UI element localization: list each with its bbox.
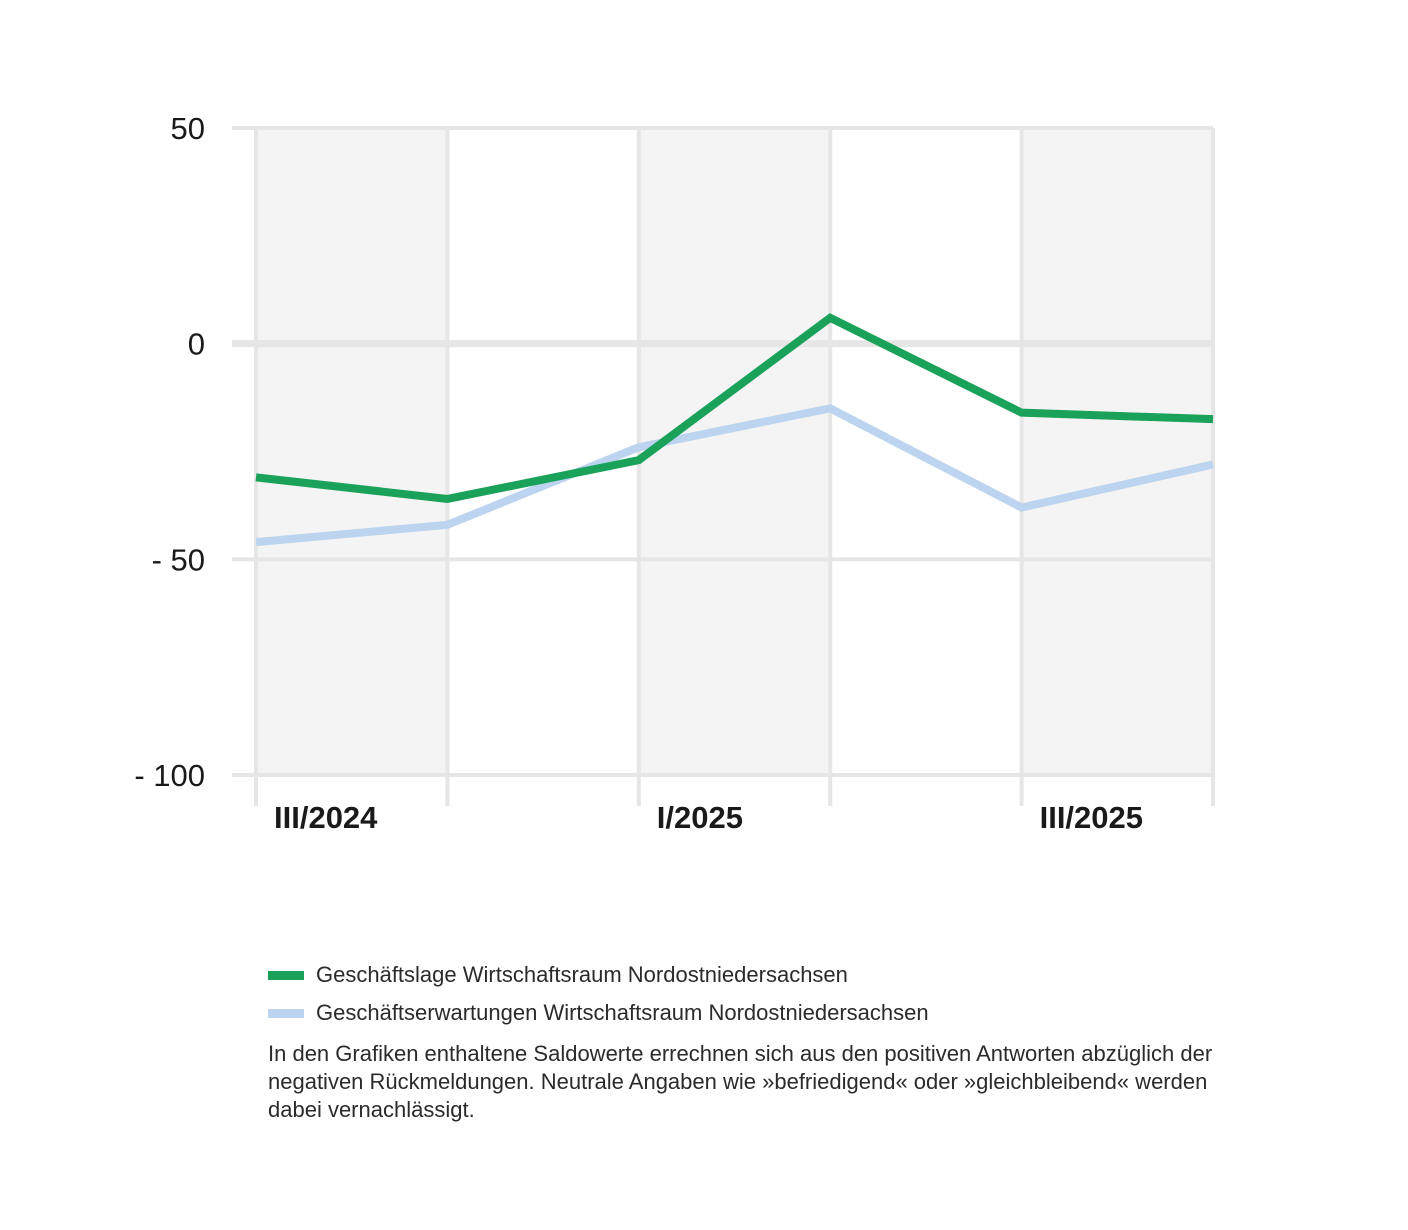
legend-label: Geschäftslage Wirtschaftsraum Nordostnie… (316, 962, 848, 987)
x-tick-label: I/2025 (657, 800, 743, 835)
plot-band (256, 128, 448, 775)
legend-item-geschaeftserwartungen: Geschäftserwartungen Wirtschaftsraum Nor… (268, 994, 1268, 1032)
y-tick-label: 50 (171, 111, 205, 146)
plot-band (638, 128, 831, 775)
footnote: In den Grafiken enthaltene Saldowerte er… (268, 1041, 1213, 1122)
y-tick-label: 0 (188, 327, 205, 362)
x-tick-label: III/2025 (1040, 800, 1143, 835)
series-line-geschaeftserwartungen (255, 404, 1214, 547)
plot-band (1021, 128, 1213, 775)
line-chart: 50 0 - 50 - 100 III/2024 I/2025 III/2025 (134, 111, 1215, 835)
y-tick-label: - 100 (134, 758, 205, 793)
series-line-geschaeftslage (255, 313, 1214, 503)
y-tick-label: - 50 (152, 542, 205, 577)
legend-item-geschaeftslage: Geschäftslage Wirtschaftsraum Nordostnie… (268, 956, 1268, 994)
legend-swatch-blue (268, 1008, 304, 1018)
legend-swatch-green (268, 970, 304, 980)
legend-label: Geschäftserwartungen Wirtschaftsraum Nor… (316, 1000, 929, 1025)
x-tick-label: III/2024 (274, 800, 378, 835)
legend: Geschäftslage Wirtschaftsraum Nordostnie… (268, 956, 1268, 1032)
